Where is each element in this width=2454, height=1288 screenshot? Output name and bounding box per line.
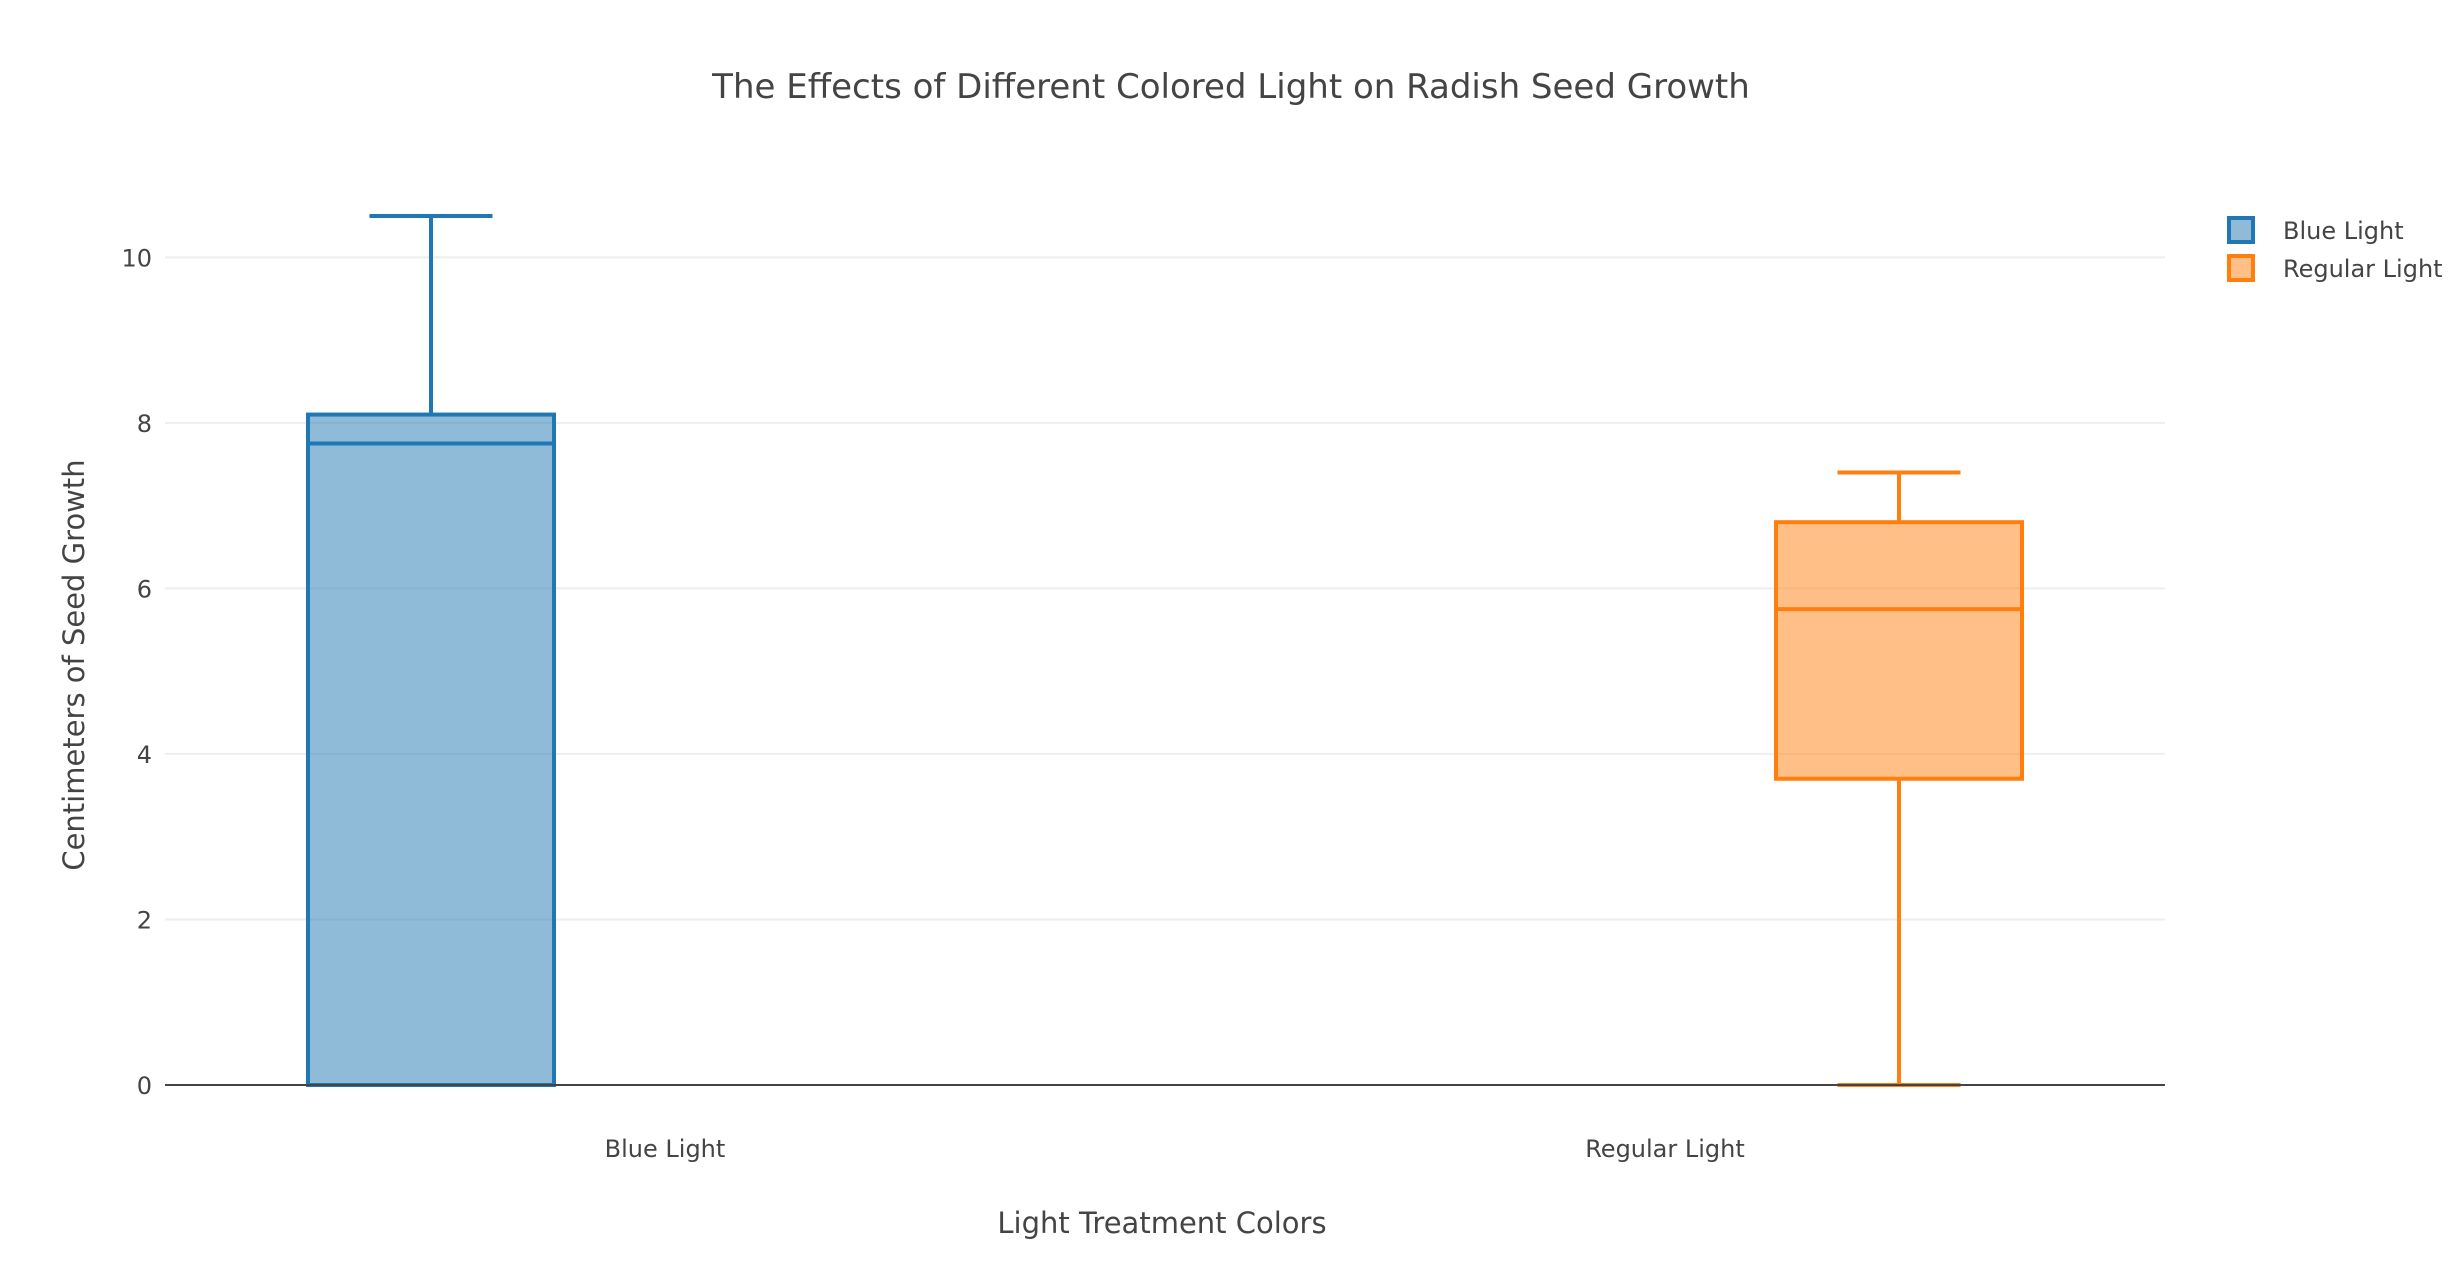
legend-label: Regular Light — [2283, 255, 2443, 283]
chart-title: The Effects of Different Colored Light o… — [711, 67, 1750, 107]
box-blue-light — [306, 213, 556, 1087]
boxes — [306, 213, 2024, 1087]
y-tick-label: 0 — [137, 1072, 152, 1100]
y-tick-label: 6 — [137, 575, 152, 603]
y-tick-label: 8 — [137, 410, 152, 438]
iqr-box — [306, 412, 556, 1087]
legend-item: Regular Light — [2227, 254, 2443, 283]
legend-swatch — [2227, 216, 2255, 244]
y-tick-label: 4 — [137, 741, 152, 769]
y-tick-label: 10 — [121, 244, 152, 272]
x-tick-labels: Blue Light Regular Light — [605, 1135, 1745, 1163]
legend: Blue Light Regular Light — [2227, 216, 2443, 283]
box-regular-light — [1774, 470, 2024, 1087]
legend-swatch — [2227, 254, 2255, 282]
legend-item: Blue Light — [2227, 216, 2404, 245]
iqr-box — [1774, 520, 2024, 781]
y-axis-title: Centimeters of Seed Growth — [57, 459, 91, 870]
legend-label: Blue Light — [2283, 217, 2404, 245]
x-tick-label: Regular Light — [1585, 1135, 1745, 1163]
x-tick-label: Blue Light — [605, 1135, 726, 1163]
y-tick-label: 2 — [137, 906, 152, 934]
y-tick-labels: 0 2 4 6 8 10 — [121, 244, 152, 1100]
x-axis-title: Light Treatment Colors — [997, 1206, 1326, 1240]
